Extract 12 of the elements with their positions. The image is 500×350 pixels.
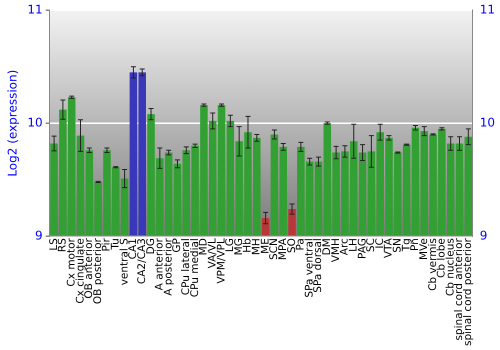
y-tick-label: 10 <box>27 115 43 130</box>
y2-tick-label: 9 <box>480 228 488 242</box>
x-tick-label: Tg <box>400 238 412 252</box>
x-tick-label: A posterior <box>162 237 174 296</box>
y2-tick-label: 11 <box>480 2 496 16</box>
x-tick-label: OB posterior <box>92 237 104 304</box>
y2-tick-label: 10 <box>480 115 496 130</box>
y-tick-label: 11 <box>27 2 43 16</box>
x-tick-label: MVe <box>418 238 430 260</box>
y-tick-label: 9 <box>35 228 43 242</box>
x-tick-label: spinal cord posterior <box>462 237 474 346</box>
y-axis-title: Log2 (expression) <box>5 70 20 177</box>
